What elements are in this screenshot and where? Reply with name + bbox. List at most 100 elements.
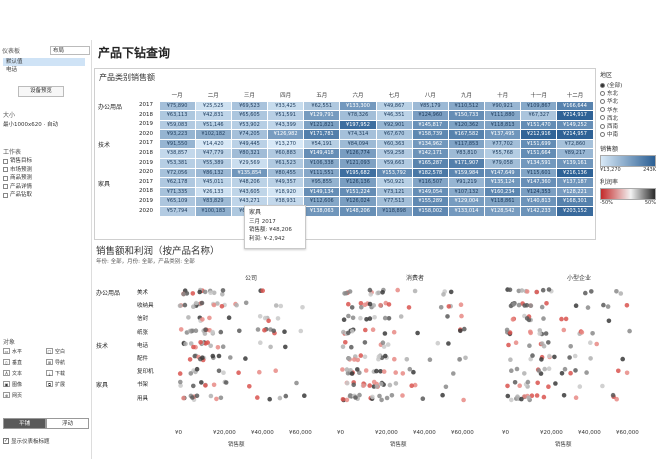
heatmap-cell[interactable]: ¥83,810 xyxy=(448,149,485,159)
scatter-point[interactable] xyxy=(190,328,195,334)
heatmap-cell[interactable]: ¥74,314 xyxy=(340,130,376,139)
scatter-point[interactable] xyxy=(506,342,511,348)
heatmap-cell[interactable]: ¥129,791 xyxy=(304,111,340,120)
scatter-point[interactable] xyxy=(509,397,514,403)
scatter-point[interactable] xyxy=(463,355,468,361)
scatter-point[interactable] xyxy=(243,300,249,306)
scatter-point[interactable] xyxy=(573,303,579,309)
scatter-point[interactable] xyxy=(349,305,355,310)
scatter-point[interactable] xyxy=(530,353,535,358)
scatter-point[interactable] xyxy=(507,287,513,293)
scatter-point[interactable] xyxy=(367,301,373,307)
heatmap-cell[interactable]: ¥63,113 xyxy=(159,111,195,120)
scatter-point[interactable] xyxy=(541,394,547,400)
scatter-point[interactable] xyxy=(610,392,616,398)
heatmap-cell[interactable]: ¥43,271 xyxy=(231,197,268,207)
scatter-point[interactable] xyxy=(349,344,354,350)
heatmap-cell[interactable]: ¥48,206 xyxy=(231,178,268,187)
scatter-point[interactable] xyxy=(524,289,530,294)
scatter-point[interactable] xyxy=(363,368,369,373)
region-radio[interactable]: 中南 xyxy=(600,130,660,138)
scatter-point[interactable] xyxy=(275,316,281,321)
heatmap-cell[interactable]: ¥133,300 xyxy=(340,101,376,111)
scatter-point[interactable] xyxy=(216,353,222,359)
heatmap-cell[interactable]: ¥71,335 xyxy=(159,187,195,197)
scatter-point[interactable] xyxy=(546,384,551,390)
scatter-point[interactable] xyxy=(573,368,578,373)
scatter-point[interactable] xyxy=(512,380,518,385)
scatter-point[interactable] xyxy=(191,344,196,350)
scatter-point[interactable] xyxy=(220,292,225,297)
scatter-point[interactable] xyxy=(277,395,283,401)
heatmap-cell[interactable]: ¥77,513 xyxy=(376,197,412,207)
heatmap-cell[interactable]: ¥121,821 xyxy=(304,120,340,130)
scatter-point[interactable] xyxy=(583,290,588,296)
scatter-point[interactable] xyxy=(457,357,463,362)
scatter-point[interactable] xyxy=(203,383,208,388)
region-radio[interactable]: 东北 xyxy=(600,89,660,97)
heatmap-cell[interactable]: ¥118,898 xyxy=(376,207,412,216)
heatmap-cell[interactable]: ¥151,664 xyxy=(521,149,557,159)
scatter-point[interactable] xyxy=(370,327,376,333)
scatter-point[interactable] xyxy=(572,353,578,359)
heatmap-cell[interactable]: ¥107,132 xyxy=(448,187,485,197)
scatter-point[interactable] xyxy=(202,331,208,336)
heatmap-cell[interactable]: ¥91,550 xyxy=(159,139,195,149)
scatter-point[interactable] xyxy=(181,291,186,297)
scatter-point[interactable] xyxy=(343,340,348,345)
heatmap-cell[interactable]: ¥171,907 xyxy=(448,159,485,168)
heatmap-cell[interactable]: ¥61,523 xyxy=(268,159,304,168)
scatter-point[interactable] xyxy=(407,366,413,372)
heatmap-cell[interactable]: ¥126,982 xyxy=(268,130,304,139)
scatter-point[interactable] xyxy=(353,395,358,400)
scatter-point[interactable] xyxy=(513,340,519,346)
heatmap-cell[interactable]: ¥43,399 xyxy=(268,120,304,130)
scatter-point[interactable] xyxy=(208,343,213,349)
scatter-point[interactable] xyxy=(387,382,393,388)
heatmap-cell[interactable]: ¥59,258 xyxy=(376,149,412,159)
scatter-point[interactable] xyxy=(221,370,226,376)
scatter-point[interactable] xyxy=(519,288,525,293)
heatmap-cell[interactable]: ¥51,146 xyxy=(195,120,231,130)
scatter-point[interactable] xyxy=(546,366,552,372)
scatter-point[interactable] xyxy=(211,290,217,296)
scatter-point[interactable] xyxy=(577,384,583,389)
heatmap-cell[interactable]: ¥118,861 xyxy=(485,197,521,207)
scatter-point[interactable] xyxy=(188,341,194,346)
heatmap-cell[interactable]: ¥47,779 xyxy=(195,149,231,159)
scatter-point[interactable] xyxy=(282,329,287,335)
scatter-point[interactable] xyxy=(344,397,350,403)
heatmap-cell[interactable]: ¥59,663 xyxy=(376,159,412,168)
heatmap-cell[interactable]: ¥150,733 xyxy=(448,111,485,120)
scatter-point[interactable] xyxy=(300,305,305,310)
scatter-point[interactable] xyxy=(218,329,224,335)
heatmap-cell[interactable]: ¥117,853 xyxy=(448,139,485,149)
scatter-point[interactable] xyxy=(346,330,351,336)
scatter-point[interactable] xyxy=(197,289,202,295)
scatter-point[interactable] xyxy=(219,304,225,309)
scatter-point[interactable] xyxy=(600,383,605,389)
scatter-point[interactable] xyxy=(507,330,513,335)
size-dropdown[interactable]: 最小1000x620 · 自动 xyxy=(3,122,58,128)
scatter-point[interactable] xyxy=(228,355,233,360)
scatter-point[interactable] xyxy=(362,354,368,360)
heatmap-cell[interactable]: ¥84,094 xyxy=(340,139,376,149)
scatter-point[interactable] xyxy=(528,356,533,362)
scatter-point[interactable] xyxy=(346,301,351,307)
scatter-point[interactable] xyxy=(528,330,533,336)
layout-select[interactable]: 布局 xyxy=(50,45,90,55)
scatter-point[interactable] xyxy=(371,379,377,385)
scatter-point[interactable] xyxy=(383,353,388,359)
scatter-point[interactable] xyxy=(446,341,451,346)
heatmap-cell[interactable]: ¥42,831 xyxy=(195,111,231,120)
scatter-point[interactable] xyxy=(590,331,595,336)
heatmap-cell[interactable]: ¥216,136 xyxy=(557,168,593,178)
region-radio[interactable]: 西北 xyxy=(600,114,660,122)
scatter-point[interactable] xyxy=(389,393,395,398)
scatter-point[interactable] xyxy=(294,380,299,386)
heatmap-cell[interactable]: ¥214,957 xyxy=(557,130,593,139)
scatter-point[interactable] xyxy=(534,289,540,295)
object-item[interactable]: ⤓ 下载 xyxy=(46,369,89,377)
scatter-point[interactable] xyxy=(208,290,213,296)
scatter-point[interactable] xyxy=(364,317,369,322)
